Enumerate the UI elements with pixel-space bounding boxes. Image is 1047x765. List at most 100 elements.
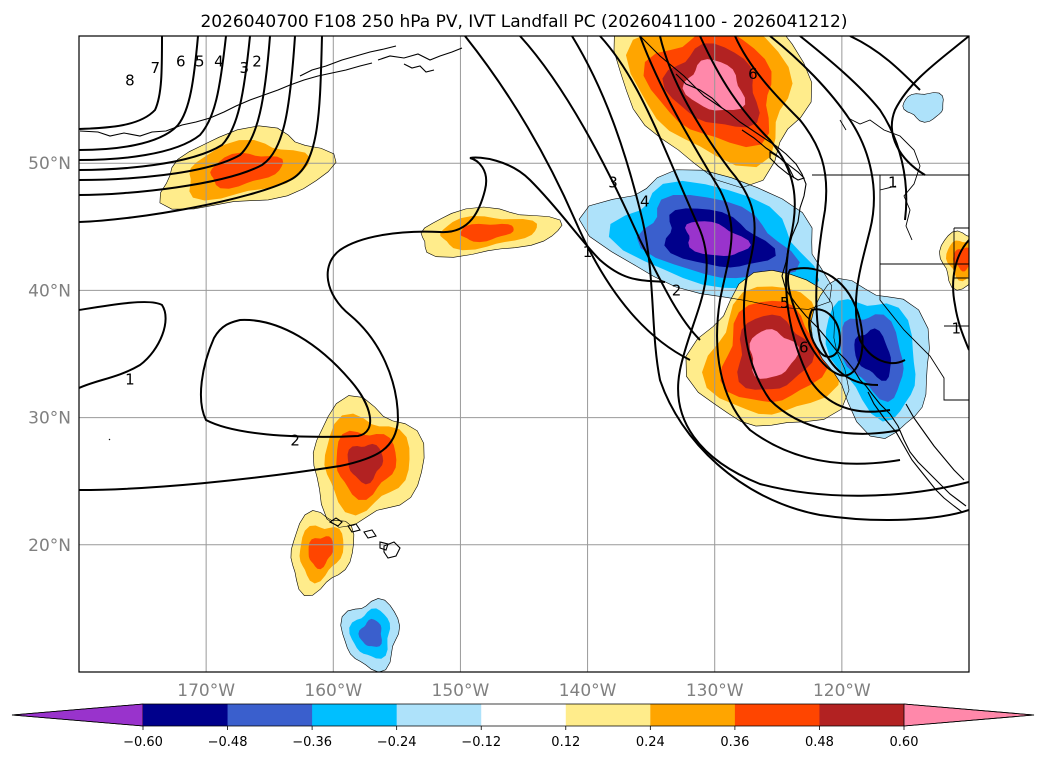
anomaly-outline-6 — [578, 169, 833, 310]
colorbar-tick-label-4: −0.12 — [461, 735, 501, 750]
pv-contour-1-main — [79, 156, 666, 491]
x-axis-tick-labels: 170°W 160°W 150°W 140°W 130°W 120°W — [177, 681, 871, 701]
political-borders — [812, 117, 969, 401]
shading-outlines — [159, 36, 969, 672]
anomaly-outline-4 — [340, 598, 401, 672]
colorbar-extend-max — [903, 703, 1035, 727]
us-west-coast — [781, 261, 967, 507]
colorbar-bin-4 — [481, 704, 567, 726]
anomaly-outline-0 — [159, 125, 337, 210]
contour-label-4: 3 — [608, 173, 618, 191]
colorbar-bin-7 — [734, 704, 820, 726]
pv-contours — [79, 36, 969, 522]
pv-contour-2-loop — [200, 318, 372, 438]
anomaly-outline-2 — [312, 395, 425, 528]
colorbar-bin-3 — [396, 704, 482, 726]
y-tick-label-0: 20°N — [28, 536, 71, 556]
map-border — [78, 35, 970, 673]
pv-contour-1-west — [79, 301, 167, 389]
anomaly-level-9-2 — [953, 247, 969, 272]
contour-label-14: 2 — [252, 52, 262, 70]
anomaly-outline-8 — [810, 278, 930, 439]
colorbar-bin-8 — [819, 704, 905, 726]
contour-label-0: 1 — [125, 370, 135, 388]
contour-label-16: 1 — [888, 173, 898, 191]
colorbar: −0.60 −0.48 −0.36 −0.24 −0.12 0.12 0.24 0.36 0.4… — [11, 703, 1035, 750]
contour-label-12: 4 — [214, 52, 224, 70]
anomaly-outline-1 — [420, 206, 563, 258]
colorbar-tick-label-1: −0.48 — [208, 735, 248, 750]
contour-label-13: 3 — [240, 59, 250, 77]
colorbar-bin-1 — [227, 704, 313, 726]
x-tick-label-3: 140°W — [559, 681, 617, 701]
x-tick-label-5: 120°W — [813, 681, 871, 701]
colorbar-tick-label-9: 0.60 — [890, 735, 919, 750]
anomaly-level-7-4 — [749, 329, 799, 379]
contour-label-17: 1 — [952, 320, 962, 338]
contour-label-3: 2 — [672, 281, 682, 299]
anomaly-level-5-4 — [682, 59, 746, 111]
pv-contour-1-trough — [571, 36, 969, 522]
contour-label-6: 5 — [780, 294, 790, 312]
anomaly-region-4 — [340, 598, 400, 672]
anomaly-region-10 — [902, 92, 944, 123]
coastlines — [79, 36, 967, 559]
pv-contour-7 — [79, 36, 199, 151]
pv-contour-6-closed — [808, 308, 842, 358]
colorbar-bin-2 — [312, 704, 398, 726]
pv-contour-3 — [79, 36, 296, 196]
contour-label-10: 6 — [176, 52, 186, 70]
anomaly-outline-3 — [290, 510, 355, 596]
contour-label-9: 7 — [151, 59, 161, 77]
anomaly-region-8 — [810, 278, 930, 439]
anomaly-region-1 — [421, 206, 563, 258]
colorbar-tick-label-2: −0.36 — [292, 735, 332, 750]
anomaly-level-2-3 — [347, 443, 384, 485]
colorbar-tick-label-0: −0.60 — [123, 735, 163, 750]
colorbar-tick-label-6: 0.24 — [636, 735, 665, 750]
colorbar-bin-0 — [143, 704, 229, 726]
pv-contour-5-closed — [786, 267, 864, 377]
aleutian-islands — [79, 62, 373, 137]
anomaly-level-1-2 — [460, 223, 514, 243]
pv-contour-8 — [79, 36, 163, 130]
colorbar-extend-min — [11, 703, 144, 727]
anomaly-level-4-2 — [358, 618, 382, 647]
contour-label-5: 4 — [640, 192, 650, 210]
anomaly-outline-5 — [613, 36, 813, 189]
anomaly-outline-7 — [685, 269, 850, 427]
bc-coastline — [639, 36, 807, 263]
colorbar-tick-label-7: 0.36 — [720, 735, 749, 750]
pv-contour-2a — [79, 36, 323, 223]
baja-california — [867, 391, 963, 513]
y-tick-label-1: 30°N — [28, 409, 71, 429]
pv-contour-1-east — [464, 36, 691, 361]
anomaly-outline-9 — [939, 230, 969, 291]
y-axis-tick-labels: 20°N 30°N 40°N 50°N — [28, 154, 71, 556]
y-tick-label-3: 50°N — [28, 154, 71, 174]
colorbar-bin-6 — [650, 704, 736, 726]
colorbar-tick-label-5: 0.12 — [551, 735, 580, 750]
colorbar-tick-label-3: −0.24 — [377, 735, 417, 750]
anomaly-level-6-4 — [685, 221, 751, 257]
anomaly-level-10-0 — [902, 92, 944, 123]
pv-contour-5 — [79, 36, 251, 171]
contour-label-2: 1 — [583, 243, 593, 261]
x-tick-label-0: 170°W — [177, 681, 235, 701]
pv-contour-4 — [79, 36, 271, 181]
gridlines — [79, 36, 969, 672]
contour-label-11: 5 — [195, 52, 205, 70]
pv-contour-6 — [79, 36, 227, 161]
y-tick-label-2: 40°N — [28, 281, 71, 301]
colorbar-tick-label-8: 0.48 — [805, 735, 834, 750]
pv-contour-2-trough — [599, 36, 969, 497]
contour-label-15: 6 — [748, 65, 758, 83]
contour-label-8: 8 — [125, 72, 135, 90]
x-tick-label-2: 150°W — [432, 681, 490, 701]
anomaly-outline-10 — [902, 92, 944, 123]
contour-label-7: 6 — [799, 339, 809, 357]
colorbar-bin-5 — [565, 704, 651, 726]
x-tick-label-1: 160°W — [304, 681, 362, 701]
